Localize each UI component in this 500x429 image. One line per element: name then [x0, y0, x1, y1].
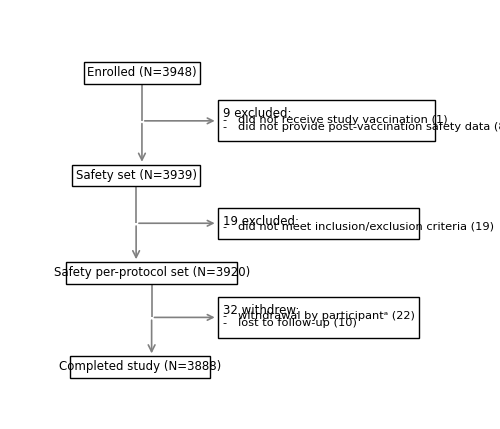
FancyBboxPatch shape [84, 62, 200, 84]
Text: -   withdrawal by participantᵃ (22): - withdrawal by participantᵃ (22) [224, 311, 415, 321]
FancyBboxPatch shape [218, 100, 434, 142]
Text: Enrolled (N=3948): Enrolled (N=3948) [87, 66, 197, 79]
Text: Safety per-protocol set (N=3920): Safety per-protocol set (N=3920) [54, 266, 250, 279]
Text: -   did not provide post-vaccination safety data (8): - did not provide post-vaccination safet… [224, 122, 500, 132]
Text: -   did not receive study vaccination (1): - did not receive study vaccination (1) [224, 115, 448, 124]
Text: 32 withdrew:: 32 withdrew: [224, 304, 300, 317]
Text: 9 excluded:: 9 excluded: [224, 107, 292, 121]
Text: -   did not meet inclusion/exclusion criteria (19): - did not meet inclusion/exclusion crite… [224, 222, 494, 232]
Text: Safety set (N=3939): Safety set (N=3939) [76, 169, 196, 182]
Text: -   lost to follow-up (10): - lost to follow-up (10) [224, 318, 357, 329]
FancyBboxPatch shape [218, 297, 419, 338]
FancyBboxPatch shape [72, 165, 200, 186]
FancyBboxPatch shape [66, 262, 237, 284]
Text: Completed study (N=3888): Completed study (N=3888) [59, 360, 221, 374]
FancyBboxPatch shape [218, 208, 419, 239]
Text: 19 excluded:: 19 excluded: [224, 214, 300, 228]
FancyBboxPatch shape [70, 356, 210, 378]
